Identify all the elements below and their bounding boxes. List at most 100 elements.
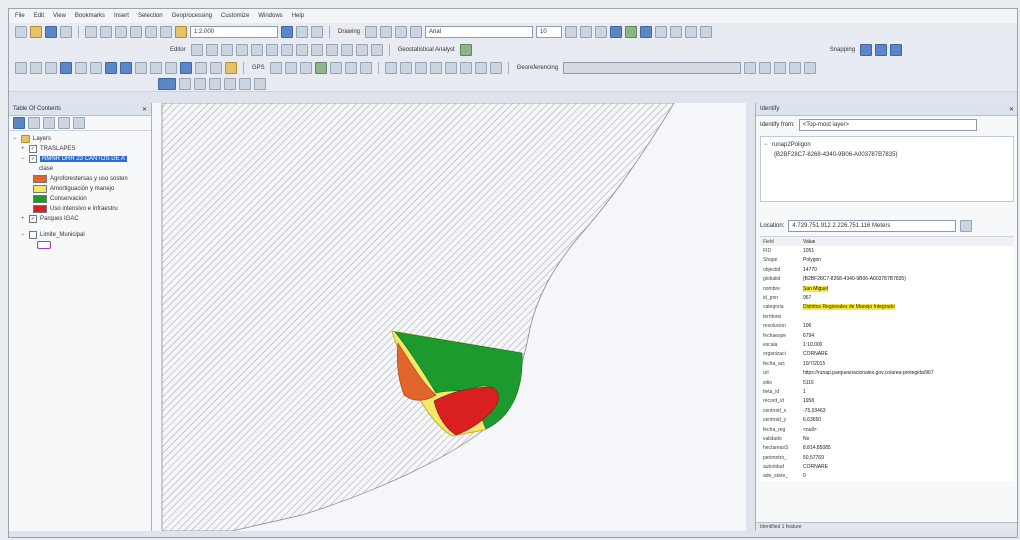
list-by-source-icon[interactable] (28, 117, 40, 129)
split-icon[interactable] (325, 44, 338, 56)
route-icon[interactable] (414, 62, 427, 74)
pan-image-icon[interactable] (254, 78, 266, 90)
point-icon[interactable] (265, 44, 278, 56)
shift-georef-icon[interactable] (759, 62, 772, 74)
italic-icon[interactable] (580, 26, 593, 38)
menu-customize[interactable]: Customize (221, 13, 250, 19)
underline-icon[interactable] (595, 26, 608, 38)
georeferencing-menu[interactable]: Georeferencing (516, 65, 559, 71)
attribute-value-link[interactable]: https://runap.parquesnacionales.gov.co/a… (803, 370, 934, 377)
raster-icon[interactable] (474, 62, 487, 74)
rotate-feature-icon[interactable] (340, 44, 353, 56)
arctoolbox-icon[interactable] (344, 62, 357, 74)
menu-insert[interactable]: Insert (113, 13, 129, 19)
draw-freehand-icon[interactable] (224, 78, 236, 90)
rectangle-icon[interactable] (395, 26, 408, 38)
menu-help[interactable]: Help (291, 13, 305, 19)
print-icon[interactable] (60, 26, 72, 38)
layout-view-icon[interactable] (299, 62, 312, 74)
close-icon[interactable]: ✕ (1008, 106, 1014, 113)
edit-tool-icon[interactable] (190, 44, 203, 56)
table-of-contents-icon[interactable] (296, 26, 308, 38)
legend-item[interactable]: Uso intensivo e infraestru (13, 204, 147, 214)
tree-parent[interactable]: − runap2Poligon (764, 140, 1010, 150)
open-folder-icon[interactable] (30, 26, 42, 38)
draw-circle-icon[interactable] (209, 78, 221, 90)
zoom-in-icon[interactable] (15, 62, 27, 74)
menu-windows[interactable]: Windows (258, 13, 283, 19)
rotate-georef-icon[interactable] (744, 62, 757, 74)
catalog-icon[interactable] (311, 26, 323, 38)
gps-icon[interactable] (269, 62, 282, 74)
collapse-icon[interactable]: − (21, 232, 25, 238)
attributes-icon[interactable] (355, 44, 368, 56)
layer-item[interactable]: + ✓ Parques IGAC (13, 214, 147, 224)
shadow-icon[interactable] (670, 26, 683, 38)
menu-file[interactable]: File (15, 13, 25, 19)
layer-visibility-checkbox[interactable]: ✓ (29, 155, 37, 163)
cogo-icon[interactable] (444, 62, 457, 74)
line-color-icon[interactable] (640, 26, 653, 38)
legend-item[interactable]: Conservacion (13, 194, 147, 204)
forward-extent-icon[interactable] (120, 62, 132, 74)
expand-icon[interactable]: + (21, 216, 25, 222)
list-by-selection-icon[interactable] (58, 117, 70, 129)
layer-visibility-checkbox[interactable]: ✓ (29, 145, 37, 153)
trace-icon[interactable] (250, 44, 263, 56)
list-by-drawing-order-icon[interactable] (13, 117, 25, 129)
editor-menu[interactable]: Editor (170, 47, 186, 53)
endpoint-arc-icon[interactable] (235, 44, 248, 56)
font-size-combo[interactable]: 10 (536, 26, 563, 38)
map-scale-combo[interactable]: 1:2.000 (190, 26, 278, 38)
menu-view[interactable]: View (53, 13, 66, 19)
point-snapping-icon[interactable] (860, 44, 873, 56)
geostatistical-wizard-icon[interactable] (459, 44, 472, 56)
editor-toolbar-icon[interactable] (281, 26, 293, 38)
cut-polygons-icon[interactable] (310, 44, 323, 56)
select-features-icon[interactable] (135, 62, 147, 74)
collapse-icon[interactable]: − (764, 142, 768, 148)
collapse-icon[interactable]: − (21, 156, 25, 162)
menu-edit[interactable]: Edit (33, 13, 45, 19)
hyperlink-icon[interactable] (225, 62, 237, 74)
list-by-visibility-icon[interactable] (43, 117, 55, 129)
menu-bookmarks[interactable]: Bookmarks (74, 13, 105, 19)
search-window-icon[interactable] (359, 62, 372, 74)
redo-icon[interactable] (160, 26, 172, 38)
draw-line-icon[interactable] (179, 78, 191, 90)
layer-visibility-checkbox[interactable] (29, 231, 37, 239)
animation-icon[interactable] (489, 62, 502, 74)
bold-icon[interactable] (565, 26, 578, 38)
map-canvas[interactable] (152, 103, 746, 531)
vertex-snapping-icon[interactable] (890, 44, 903, 56)
fill-color-icon[interactable] (625, 26, 638, 38)
layer-item-selected[interactable]: − ✓ RMNR DRR 23 CANTOS DE A (13, 154, 147, 164)
topology-icon[interactable] (399, 62, 412, 74)
marker-color-icon[interactable] (655, 26, 668, 38)
expand-icon[interactable]: + (21, 146, 25, 152)
select-elements-icon[interactable] (365, 26, 378, 38)
menu-geoprocessing[interactable]: Geoprocessing (171, 13, 212, 19)
spatial-adjust-icon[interactable] (384, 62, 397, 74)
back-extent-icon[interactable] (105, 62, 117, 74)
paste-icon[interactable] (115, 26, 127, 38)
clear-selection-icon[interactable] (150, 62, 162, 74)
network-icon[interactable] (429, 62, 442, 74)
drawing-menu[interactable]: Drawing (338, 29, 361, 35)
legend-item[interactable]: Amortiguación y manejo (13, 184, 147, 194)
save-icon[interactable] (45, 26, 57, 38)
add-control-points-icon[interactable] (774, 62, 787, 74)
identify-results-tree[interactable]: − runap2Poligon {B2BF28C7-8268-4340-9B06… (760, 136, 1014, 202)
legend-item[interactable]: Agroforestersas y uso sosten (13, 174, 147, 184)
model-builder-icon[interactable] (329, 62, 342, 74)
fixed-zoom-in-icon[interactable] (75, 62, 87, 74)
find-icon[interactable] (195, 62, 207, 74)
python-icon[interactable] (314, 62, 327, 74)
location-units-icon[interactable] (960, 220, 973, 232)
copy-icon[interactable] (100, 26, 112, 38)
pan-icon[interactable] (45, 62, 57, 74)
options-icon[interactable] (73, 117, 85, 129)
font-color-icon[interactable] (610, 26, 623, 38)
edit-annotation-icon[interactable] (205, 44, 218, 56)
cut-icon[interactable] (85, 26, 97, 38)
